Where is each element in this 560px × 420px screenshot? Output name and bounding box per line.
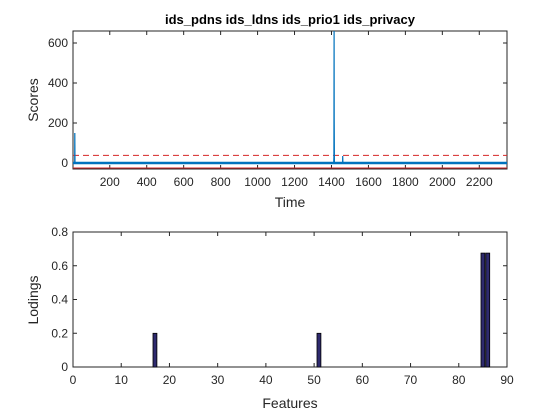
scores-chart: ids_pdns ids_ldns ids_prio1 ids_privacy …: [25, 12, 508, 210]
loadings-y-tick-label: 0.4: [51, 293, 68, 307]
loadings-bar: [480, 252, 486, 368]
scores-y-axis-label: Scores: [25, 78, 41, 122]
scores-x-tick-label: 400: [137, 175, 157, 189]
loadings-x-tick-label: 70: [404, 373, 418, 387]
loadings-x-tick-label: 0: [70, 373, 77, 387]
scores-x-tick-label: 200: [100, 175, 120, 189]
loadings-bars: [152, 252, 491, 368]
scores-x-tick-label: 800: [211, 175, 231, 189]
loadings-y-tick-label: 0.2: [51, 326, 68, 340]
loadings-chart: Features Lodings 0 10 20 30 40 50 60 70 80 90 0 0.2…: [25, 225, 514, 411]
scores-data: [73, 30, 507, 169]
loadings-x-tick-label: 20: [163, 373, 177, 387]
loadings-x-tick-label: 40: [259, 373, 273, 387]
loadings-x-tick-label: 90: [500, 373, 514, 387]
loadings-ticks: 0 10 20 30 40 50 60 70 80 90 0 0.2 0.4 0.6 0.8: [51, 225, 514, 387]
scores-x-tick-label: 600: [174, 175, 194, 189]
scores-y-tick-label: 600: [48, 36, 68, 50]
scores-ticks: 200 400 600 800 1000 1200 1400 1600 1800 2000 2200…: [48, 31, 507, 189]
scores-plot-area: [72, 30, 508, 170]
scores-x-tick-label: 1800: [392, 175, 419, 189]
loadings-x-tick-label: 50: [307, 373, 321, 387]
loadings-x-tick-label: 80: [452, 373, 466, 387]
loadings-x-tick-label: 60: [356, 373, 370, 387]
scores-x-tick-label: 2000: [429, 175, 456, 189]
scores-x-tick-label: 1200: [281, 175, 308, 189]
loadings-y-tick-label: 0: [61, 360, 68, 374]
scores-x-tick-label: 1600: [355, 175, 382, 189]
scores-x-axis-label: Time: [275, 194, 306, 210]
loadings-x-tick-label: 30: [211, 373, 225, 387]
scores-chart-title: ids_pdns ids_ldns ids_prio1 ids_privacy: [165, 12, 416, 27]
scores-y-tick-label: 200: [48, 116, 68, 130]
loadings-bar: [316, 332, 322, 368]
scores-x-tick-label: 2200: [466, 175, 493, 189]
loadings-y-tick-label: 0.6: [51, 259, 68, 273]
scores-y-tick-label: 400: [48, 76, 68, 90]
scores-x-tick-label: 1400: [318, 175, 345, 189]
loadings-x-tick-label: 10: [115, 373, 129, 387]
loadings-bar: [152, 332, 158, 368]
loadings-bar: [485, 252, 491, 368]
loadings-plot-area: [72, 231, 508, 368]
loadings-y-tick-label: 0.8: [51, 225, 68, 239]
loadings-y-axis-label: Lodings: [25, 275, 41, 324]
scores-x-tick-label: 1000: [244, 175, 271, 189]
loadings-x-axis-label: Features: [262, 395, 317, 411]
scores-y-tick-label: 0: [61, 156, 68, 170]
